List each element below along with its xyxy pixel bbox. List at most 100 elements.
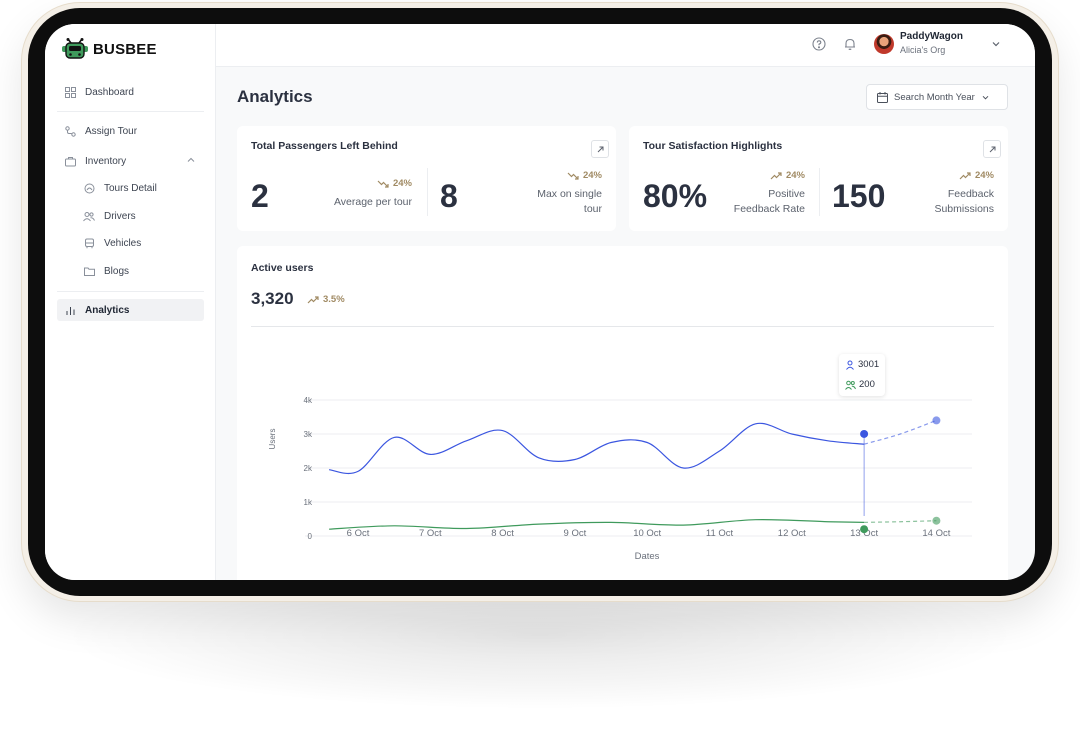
top-bar: PaddyWagon Alicia's Org [216, 24, 1035, 67]
grid-icon [64, 86, 76, 98]
expand-button[interactable] [983, 140, 1001, 158]
sidebar-item-dashboard[interactable]: Dashboard [57, 81, 204, 103]
calendar-icon [877, 91, 888, 103]
metric-label: Max on single tour [537, 187, 602, 217]
metric-value: 2 [251, 178, 269, 214]
user-name: PaddyWagon [900, 31, 963, 42]
y-axis-label: Users [268, 429, 277, 450]
bus-icon [83, 237, 95, 249]
page-title: Analytics [237, 87, 313, 106]
x-tick-label: 9 Oct [564, 528, 587, 539]
series-end-point [932, 416, 941, 425]
arrow-up-right-icon [989, 146, 995, 152]
sidebar-item-assign-tour[interactable]: Assign Tour [57, 120, 204, 142]
passengers-left-behind-card: Total Passengers Left Behind 2 24% Avera… [237, 126, 616, 231]
x-tick-label: 8 Oct [491, 528, 514, 539]
metric-label-line: Submissions [934, 203, 994, 215]
highlight-point [860, 525, 869, 534]
y-tick-label: 2k [304, 464, 313, 473]
search-month-year-button[interactable]: Search Month Year [866, 84, 1008, 110]
trend-up-icon [307, 295, 319, 303]
trend-up-icon [959, 171, 971, 179]
tour-icon [83, 182, 95, 194]
metric-label: Positive Feedback Rate [734, 187, 805, 217]
sidebar-divider [57, 291, 204, 292]
chart-tooltip: 3001 200 [839, 354, 885, 396]
sidebar-item-vehicles[interactable]: Vehicles [76, 232, 204, 254]
sidebar-item-tours-detail[interactable]: Tours Detail [76, 177, 204, 199]
active-users-card: Active users 3,320 3.5% 0 1k 2k 3k 4k 6 Oct 7… [237, 246, 1008, 580]
app-name: BUSBEE [93, 40, 157, 58]
sidebar-item-drivers[interactable]: Drivers [76, 205, 204, 227]
bell-icon[interactable] [843, 37, 857, 51]
metric-label-line: Positive [768, 188, 805, 200]
trend-badge: 24% [567, 170, 602, 181]
logo[interactable]: BUSBEE [61, 38, 157, 60]
card-title: Active users [251, 262, 314, 274]
sidebar-item-analytics[interactable]: Analytics [57, 299, 204, 321]
metric-label: Feedback Submissions [934, 187, 994, 217]
x-tick-label: 6 Oct [347, 528, 370, 539]
x-tick-label: 7 Oct [419, 528, 442, 539]
active-users-value: 3,320 [251, 289, 294, 308]
help-icon[interactable] [812, 37, 826, 51]
y-tick-label: 1k [304, 498, 313, 507]
user-icon [846, 360, 854, 370]
sidebar-item-label: Tours Detail [104, 182, 157, 194]
tooltip-groups-value: 200 [859, 379, 875, 390]
x-axis-label: Dates [635, 551, 660, 562]
sidebar-item-blogs[interactable]: Blogs [76, 260, 204, 282]
tour-satisfaction-card: Tour Satisfaction Highlights 80% 24% Pos… [629, 126, 1008, 231]
sidebar-item-label: Dashboard [85, 86, 134, 98]
sidebar-item-label: Vehicles [104, 237, 142, 249]
folder-icon [83, 265, 95, 277]
sidebar-divider [57, 111, 204, 112]
trend-down-icon [377, 180, 389, 188]
metric-divider [819, 168, 820, 216]
trend-up-icon [770, 171, 782, 179]
metric-value: 8 [440, 178, 458, 214]
sidebar: BUSBEE Dashboard Assign Tour Inventory [45, 24, 216, 580]
expand-button[interactable] [591, 140, 609, 158]
series-projection-line [863, 419, 937, 445]
metric-value: 150 [832, 178, 886, 214]
sidebar-item-label: Drivers [104, 210, 136, 222]
bar-chart-icon [64, 304, 76, 316]
trend-value: 24% [974, 170, 994, 181]
card-divider [251, 326, 994, 327]
x-tick-label: 12 Oct [778, 528, 806, 539]
trend-badge: 24% [377, 178, 412, 189]
chevron-down-icon [982, 95, 989, 100]
series-line [329, 518, 865, 530]
chevron-up-icon[interactable] [186, 155, 196, 165]
y-tick-label: 4k [304, 396, 313, 405]
metric-value: 80% [643, 178, 708, 214]
trend-badge: 24% [770, 170, 805, 181]
metric-label: Average per tour [333, 196, 412, 208]
metric-divider [427, 168, 428, 216]
sidebar-item-label: Inventory [85, 155, 127, 167]
trend-value: 24% [785, 170, 805, 181]
x-tick-label: 11 Oct [706, 528, 734, 539]
metric-label-line: Feedback Rate [733, 203, 805, 215]
route-icon [64, 125, 76, 137]
arrow-up-right-icon [597, 146, 603, 152]
sidebar-item-label: Analytics [85, 304, 130, 316]
series-line [328, 422, 865, 475]
x-tick-label: 13 Oct [850, 528, 878, 539]
sidebar-item-inventory[interactable]: Inventory [57, 150, 204, 172]
sidebar-item-label: Assign Tour [85, 125, 138, 137]
trend-badge: 3.5% [307, 294, 345, 305]
active-users-chart: 0 1k 2k 3k 4k 6 Oct 7 Oct 8 Oct 9 Oct 10 Oct 11 O… [268, 396, 972, 562]
search-month-year-label: Search Month Year [894, 91, 975, 103]
x-tick-label: 14 Oct [922, 528, 950, 539]
avatar[interactable] [874, 34, 894, 54]
trend-value: 24% [582, 170, 602, 181]
metric-label-line: Max on single [537, 188, 602, 200]
chevron-down-icon[interactable] [990, 38, 1002, 50]
tooltip-users-value: 3001 [858, 359, 880, 370]
y-tick-label: 3k [304, 430, 313, 439]
trend-down-icon [567, 172, 579, 180]
user-org: Alicia's Org [900, 45, 946, 55]
highlight-point [860, 429, 869, 438]
